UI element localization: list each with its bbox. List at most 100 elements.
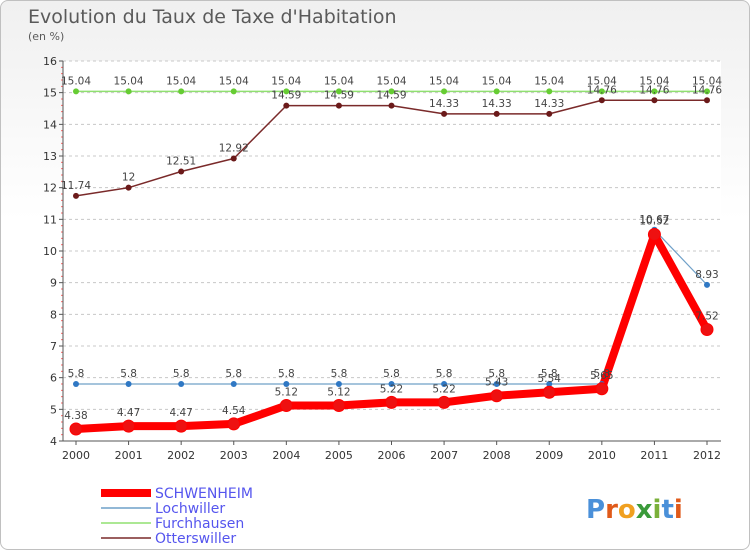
data-label: 10.67 [639,214,669,226]
data-point [335,102,342,109]
data-label: 5.12 [327,387,350,399]
y-tick-label: 8 [50,308,57,321]
data-point [647,228,661,242]
data-label: 15.04 [692,75,722,87]
data-point [178,381,185,387]
data-label: 14.33 [534,98,564,110]
data-label: 11.74 [61,180,91,192]
data-label: 5.8 [120,368,137,380]
data-point [598,88,605,95]
data-point [125,88,132,95]
data-point [493,381,500,387]
y-tick-label: 10 [43,245,57,258]
data-point [700,323,714,337]
data-point [125,381,132,387]
x-tick-label: 2006 [378,449,406,462]
data-point [546,110,553,117]
data-label: 5.8 [436,368,453,380]
data-point [385,395,398,409]
data-point [704,281,710,288]
data-point [388,88,395,95]
data-label: 5.8 [383,368,400,380]
data-point [651,97,658,104]
y-tick-label: 11 [43,213,57,226]
x-tick-label: 2002 [167,449,195,462]
legend-label: Otterswiller [155,531,236,547]
data-label: 5.22 [432,383,455,395]
data-label: 5.8 [68,368,85,380]
data-point [283,88,290,95]
x-tick-label: 2009 [535,449,563,462]
data-point [178,88,185,95]
data-label: 5.8 [331,368,348,380]
data-point [704,88,710,95]
data-label: 12.92 [219,143,249,155]
x-tick-label: 2011 [640,449,668,462]
data-point [542,385,556,399]
data-point [598,97,605,104]
data-point [283,102,290,109]
data-point [230,88,237,95]
data-label: 4.47 [117,407,140,419]
data-point [335,381,342,387]
data-label: 5.8 [488,368,505,380]
data-label: 14.59 [376,90,406,102]
data-point [493,88,500,95]
data-point [73,192,79,199]
data-label: 15.04 [376,75,406,87]
data-label: 15.04 [61,75,91,87]
data-point [441,88,448,95]
data-point [490,389,504,403]
data-point [227,417,241,431]
data-label: 10.52 [639,216,669,228]
legend-label: Lochwiller [155,501,225,517]
data-label: 5.43 [485,377,508,389]
y-tick-label: 15 [43,87,57,100]
data-point [388,381,395,387]
data-point [279,399,293,413]
data-label: 14.76 [692,84,722,96]
data-point [441,110,448,117]
data-point [283,381,290,387]
data-label: 5.8 [173,368,190,380]
chart-subtitle: (en %) [28,30,65,43]
data-label: 14.59 [324,90,354,102]
data-point [388,102,395,109]
x-tick-label: 2003 [220,449,248,462]
x-tick-label: 2008 [483,449,511,462]
data-label: 15.04 [639,75,669,87]
data-label: 15.04 [271,75,301,87]
data-label: 15.04 [114,75,144,87]
y-tick-label: 16 [43,55,57,68]
y-tick-label: 14 [43,118,57,131]
proxiti-logo: Proxiti [586,495,683,525]
x-tick-label: 2000 [62,449,90,462]
data-point [441,381,448,387]
data-point [493,110,500,117]
data-label: 8.93 [695,269,718,281]
data-point [125,184,132,191]
data-label: 5.54 [538,373,562,385]
data-label: 14.76 [639,84,669,96]
data-label: 15.04 [324,75,354,87]
x-tick-label: 2004 [272,449,300,462]
data-point [73,381,79,387]
data-point [546,381,553,387]
data-label: 5.65 [590,370,613,382]
data-label: 15.04 [534,75,564,87]
y-tick-label: 7 [50,340,57,353]
data-label: 5.12 [275,387,298,399]
data-point [69,422,83,436]
data-point [230,155,237,162]
x-tick-label: 2007 [430,449,458,462]
y-tick-label: 4 [50,435,57,448]
data-point [437,395,451,409]
data-point [595,382,609,396]
data-label: 5.8 [278,368,295,380]
data-label: 5.8 [541,368,558,380]
data-label: 15.04 [482,75,512,87]
y-tick-label: 6 [50,372,57,385]
data-label: 4.47 [169,407,192,419]
data-label: 4.54 [222,405,246,417]
